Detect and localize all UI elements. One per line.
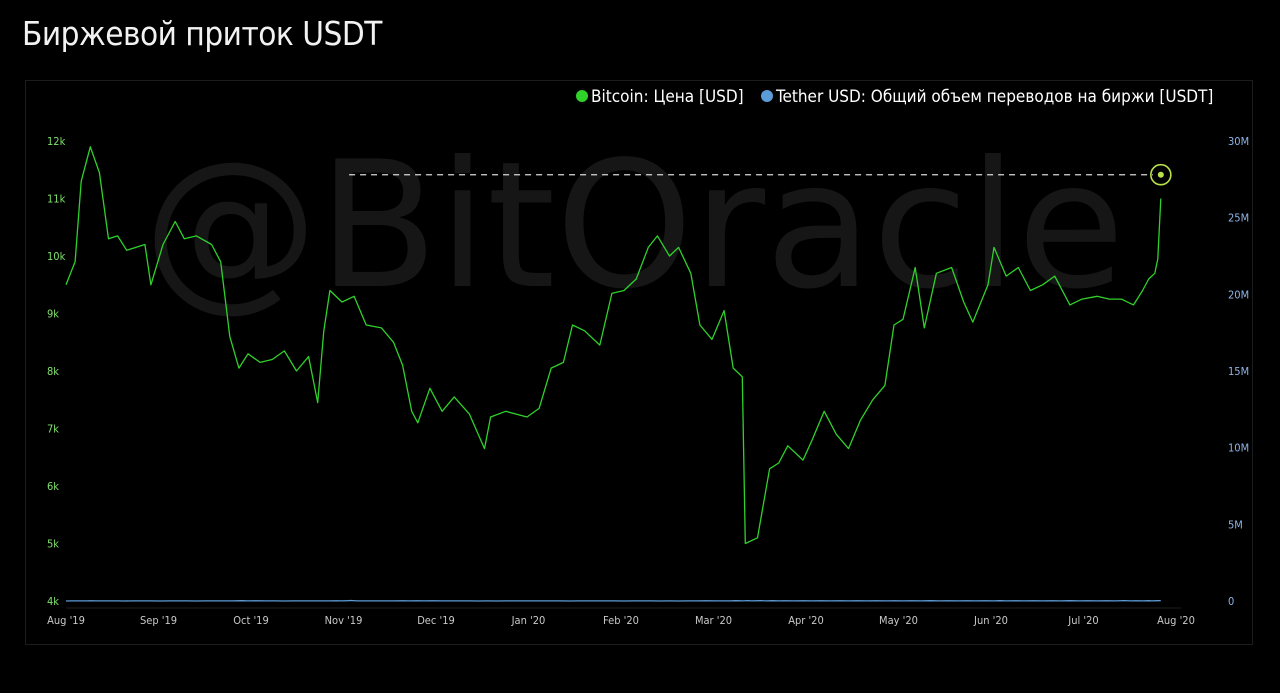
y-left-tick-label: 9k [47, 308, 59, 321]
x-tick-label: Aug '20 [1157, 614, 1195, 627]
legend-marker-btc [576, 90, 588, 102]
y-right-tick-label: 25M [1228, 212, 1249, 225]
y-right-tick-label: 15M [1228, 365, 1249, 378]
x-tick-label: Jun '20 [973, 614, 1008, 627]
x-tick-label: Jul '20 [1067, 614, 1098, 627]
y-right-tick-label: 5M [1228, 518, 1243, 531]
y-left-tick-label: 5k [47, 538, 59, 551]
x-tick-label: Mar '20 [695, 614, 732, 627]
page-title: Биржевой приток USDT [22, 14, 382, 53]
legend-label-usdt: Tether USD: Общий объем переводов на бир… [775, 87, 1213, 107]
chart-svg: @BitOracle Aug '19 Sep '19 Oct '19 Nov '19 D… [47, 87, 1249, 627]
overlay-group [349, 163, 1172, 186]
y-left-tick-label: 7k [47, 423, 59, 436]
watermark-text: @BitOracle [143, 125, 1125, 328]
y-left-tick-label: 4k [47, 595, 59, 608]
x-tick-label: May '20 [879, 614, 918, 627]
x-tick-label: Jan '20 [511, 614, 546, 627]
legend-label-btc: Bitcoin: Цена [USD] [591, 87, 744, 107]
x-tick-label: Apr '20 [788, 614, 824, 627]
y-left-tick-label: 12k [47, 135, 66, 148]
highlight-point [1157, 171, 1164, 178]
y-left-tick-label: 11k [47, 193, 66, 206]
series-line-usdt [65, 599, 1161, 602]
legend: Bitcoin: Цена [USD] Tether USD: Общий об… [576, 87, 1213, 107]
y-left-tick-label: 10k [47, 250, 66, 263]
y-right-tick-label: 10M [1228, 442, 1249, 455]
legend-marker-usdt [761, 90, 773, 102]
highlight-circle [1150, 163, 1172, 186]
x-tick-label: Nov '19 [325, 614, 363, 627]
x-tick-label: Sep '19 [140, 614, 177, 627]
y-right-tick-label: 20M [1228, 288, 1249, 301]
y-right-tick-label: 30M [1228, 135, 1249, 148]
x-tick-label: Oct '19 [233, 614, 269, 627]
y-right-tick-label: 0 [1228, 595, 1234, 608]
x-tick-label: Feb '20 [603, 614, 639, 627]
y-left-tick-label: 6k [47, 480, 59, 493]
x-tick-label: Aug '19 [47, 614, 85, 627]
axes-group: Aug '19 Sep '19 Oct '19 Nov '19 Dec '19 Jan '… [47, 135, 1249, 627]
y-left-tick-label: 8k [47, 365, 59, 378]
chart-frame: @BitOracle Aug '19 Sep '19 Oct '19 Nov '19 D… [25, 80, 1253, 645]
series-group [65, 146, 1162, 602]
series-line-btc [65, 146, 1162, 545]
x-tick-label: Dec '19 [417, 614, 455, 627]
